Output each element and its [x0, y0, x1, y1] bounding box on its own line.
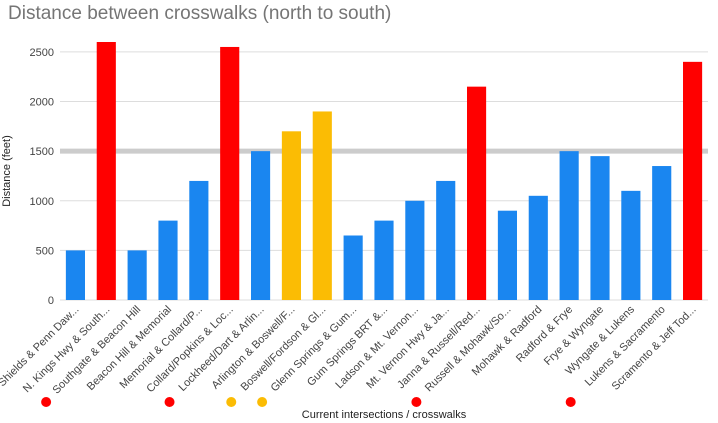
y-axis-title: Distance (feet)	[1, 135, 13, 207]
y-tick-label: 1500	[30, 146, 54, 158]
chart-title: Distance between crosswalks (north to so…	[8, 3, 392, 24]
bar	[343, 235, 363, 300]
status-dot-marker	[565, 397, 576, 407]
x-axis-title: Current intersections / crosswalks	[302, 409, 467, 421]
status-dot-marker	[411, 397, 422, 407]
bar	[590, 156, 610, 300]
status-dot-marker	[164, 397, 175, 407]
status-dot-marker	[257, 397, 268, 407]
y-tick-label: 2500	[30, 47, 54, 59]
bar	[189, 180, 209, 300]
bar	[374, 220, 394, 300]
bar	[312, 111, 332, 300]
status-dot-marker	[226, 397, 237, 407]
status-dot-marker	[41, 397, 52, 407]
bar	[96, 42, 116, 300]
bar	[251, 151, 271, 300]
bar	[467, 86, 487, 301]
bar	[652, 166, 672, 300]
bar	[281, 131, 301, 300]
bar	[683, 61, 703, 300]
bar	[497, 210, 517, 300]
bar	[405, 200, 425, 300]
bar	[528, 195, 548, 300]
bar	[65, 250, 85, 300]
y-tick-label: 1000	[30, 196, 54, 208]
y-tick-label: 500	[36, 245, 54, 257]
y-tick-label: 0	[48, 295, 54, 307]
bar	[220, 46, 240, 300]
bar	[158, 220, 178, 300]
bar	[559, 151, 579, 300]
y-tick-label: 2000	[30, 97, 54, 109]
bar	[127, 250, 147, 300]
bar	[621, 190, 641, 300]
bar	[436, 180, 456, 300]
